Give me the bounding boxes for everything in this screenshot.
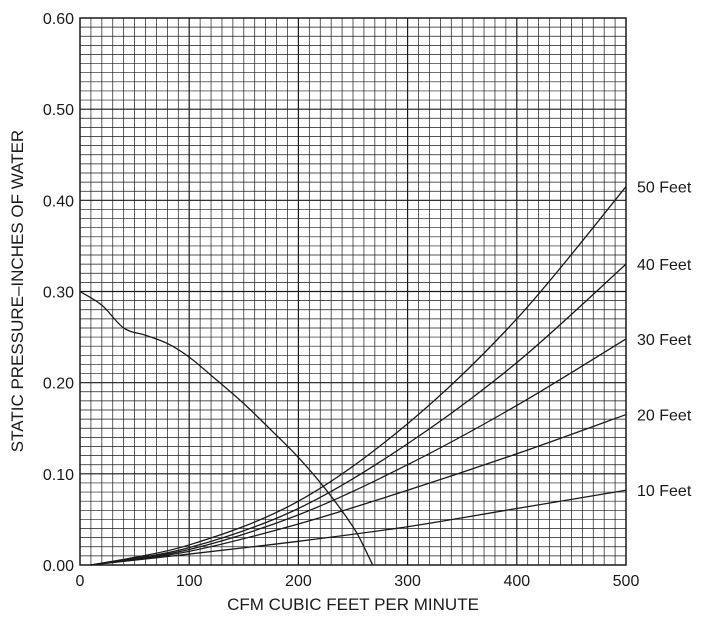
tick-labels: 0 100 200 300 400 500 0.00 0.10 0.20 0.30 0.40 0.50…: [43, 11, 640, 590]
grid: [80, 18, 626, 565]
series-label-30-feet: 30 Feet: [637, 332, 692, 349]
y-tick-label: 0.60: [43, 11, 74, 28]
plot-frame: [79, 17, 627, 566]
series-lines: [79, 186, 627, 566]
x-axis-title: CFM CUBIC FEET PER MINUTE: [227, 595, 479, 614]
y-tick-label: 0.30: [43, 285, 74, 302]
y-tick-label: 0.40: [43, 193, 74, 210]
series-line-30-feet: [90, 338, 627, 566]
series-line-50-feet: [90, 186, 627, 566]
y-tick-label: 0.00: [43, 558, 74, 575]
performance-curve: [79, 290, 374, 566]
series-label-20-feet: 20 Feet: [637, 408, 692, 425]
y-tick-label: 0.20: [43, 376, 74, 393]
series-line-40-feet: [90, 263, 627, 566]
y-tick-label: 0.10: [43, 467, 74, 484]
series-labels: 10 Feet 20 Feet 30 Feet 40 Feet 50 Feet: [637, 180, 692, 501]
series-label-10-feet: 10 Feet: [637, 483, 692, 500]
series-label-40-feet: 40 Feet: [637, 257, 692, 274]
y-tick-label: 0.50: [43, 102, 74, 119]
x-tick-label: 0: [76, 573, 85, 590]
y-axis-title: STATIC PRESSURE–INCHES OF WATER: [8, 130, 27, 452]
series-label-50-feet: 50 Feet: [637, 180, 692, 197]
x-tick-label: 400: [503, 573, 530, 590]
x-tick-label: 500: [613, 573, 640, 590]
x-tick-label: 200: [285, 573, 312, 590]
x-tick-label: 100: [176, 573, 203, 590]
series-line-20-feet: [90, 413, 627, 566]
x-tick-label: 300: [394, 573, 421, 590]
